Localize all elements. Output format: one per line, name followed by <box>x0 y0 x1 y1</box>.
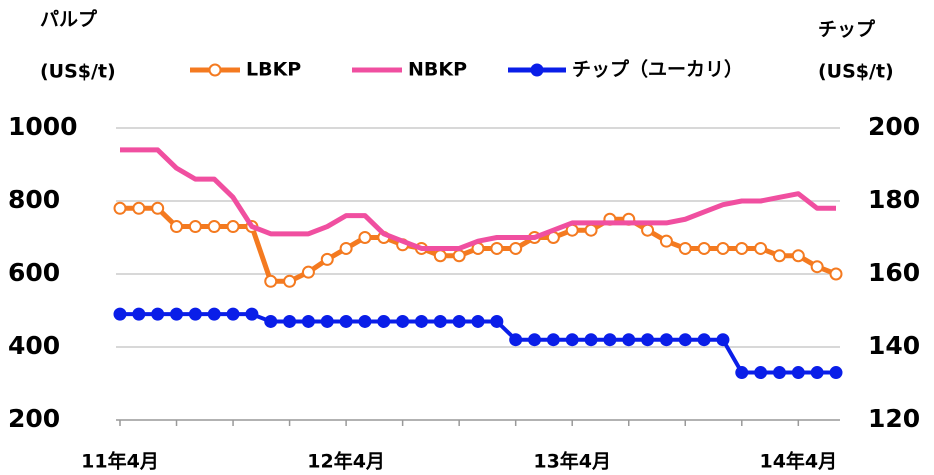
data-point <box>641 223 655 237</box>
data-point <box>754 366 768 380</box>
data-point <box>452 249 466 263</box>
data-point <box>584 333 598 347</box>
data-point <box>433 249 447 263</box>
data-point <box>641 333 655 347</box>
data-point <box>414 314 428 328</box>
x-tick-label: 12年4月 <box>307 450 385 473</box>
data-point <box>697 333 711 347</box>
data-point <box>509 241 523 255</box>
legend-label: LBKP <box>246 59 301 81</box>
x-tick-label: 13年4月 <box>533 450 611 473</box>
x-tick-label: 14年4月 <box>759 450 837 473</box>
data-point <box>546 333 560 347</box>
data-point <box>188 220 202 234</box>
y-axis-unit: (US$/t) <box>40 61 116 83</box>
y-tick-label: 800 <box>8 185 60 214</box>
y-tick-label: 1000 <box>8 112 78 141</box>
data-point <box>339 314 353 328</box>
data-point <box>245 307 259 321</box>
data-point <box>132 201 146 215</box>
data-point <box>452 314 466 328</box>
data-point <box>622 333 636 347</box>
data-point <box>791 249 805 263</box>
data-point <box>735 241 749 255</box>
data-point <box>735 366 749 380</box>
data-point <box>716 333 730 347</box>
data-point <box>490 314 504 328</box>
y2-axis-title: チップ <box>818 18 876 41</box>
data-point <box>301 314 315 328</box>
data-point <box>283 274 297 288</box>
data-point <box>829 366 843 380</box>
y2-tick-label: 160 <box>868 258 920 287</box>
data-point <box>678 241 692 255</box>
data-point <box>772 249 786 263</box>
y2-tick-label: 140 <box>868 331 920 360</box>
y-tick-label: 200 <box>8 404 60 433</box>
y-tick-label: 600 <box>8 258 60 287</box>
data-point <box>471 314 485 328</box>
data-point <box>226 307 240 321</box>
data-point <box>320 314 334 328</box>
data-point <box>207 220 221 234</box>
data-point <box>678 333 692 347</box>
data-point <box>320 252 334 266</box>
y2-axis-unit: (US$/t) <box>818 61 894 83</box>
data-point <box>301 265 315 279</box>
data-point <box>396 314 410 328</box>
data-point <box>433 314 447 328</box>
data-point <box>339 241 353 255</box>
data-point <box>207 307 221 321</box>
data-point <box>603 333 617 347</box>
data-point <box>716 241 730 255</box>
data-point <box>829 267 843 281</box>
data-point <box>264 314 278 328</box>
data-point <box>377 314 391 328</box>
data-point <box>113 307 127 321</box>
data-point <box>810 260 824 274</box>
data-point <box>659 234 673 248</box>
y-axis-title: パルプ <box>40 8 98 31</box>
data-point <box>490 241 504 255</box>
data-point <box>358 231 372 244</box>
legend-marker <box>208 63 222 77</box>
legend-marker <box>530 63 544 77</box>
legend-label: NBKP <box>408 59 467 81</box>
y2-tick-label: 180 <box>868 185 920 214</box>
y2-tick-label: 120 <box>868 404 920 433</box>
data-point <box>151 201 165 215</box>
data-point <box>226 220 240 234</box>
data-point <box>565 333 579 347</box>
data-point <box>584 223 598 237</box>
data-point <box>264 274 278 288</box>
x-tick-label: 11年4月 <box>81 450 159 473</box>
data-point <box>697 241 711 255</box>
data-point <box>528 333 542 347</box>
data-point <box>113 201 127 215</box>
data-point <box>810 366 824 380</box>
data-point <box>283 314 297 328</box>
data-point <box>791 366 805 380</box>
data-point <box>151 307 165 321</box>
series-line <box>120 147 836 251</box>
legend-label: チップ（ユーカリ） <box>572 58 743 81</box>
y2-tick-label: 200 <box>868 112 920 141</box>
data-point <box>170 307 184 321</box>
data-point <box>132 307 146 321</box>
data-point <box>358 314 372 328</box>
data-point <box>170 220 184 234</box>
data-point <box>754 241 768 255</box>
data-point <box>659 333 673 347</box>
y-tick-label: 400 <box>8 331 60 360</box>
data-point <box>188 307 202 321</box>
data-point <box>772 366 786 380</box>
data-point <box>509 333 523 347</box>
